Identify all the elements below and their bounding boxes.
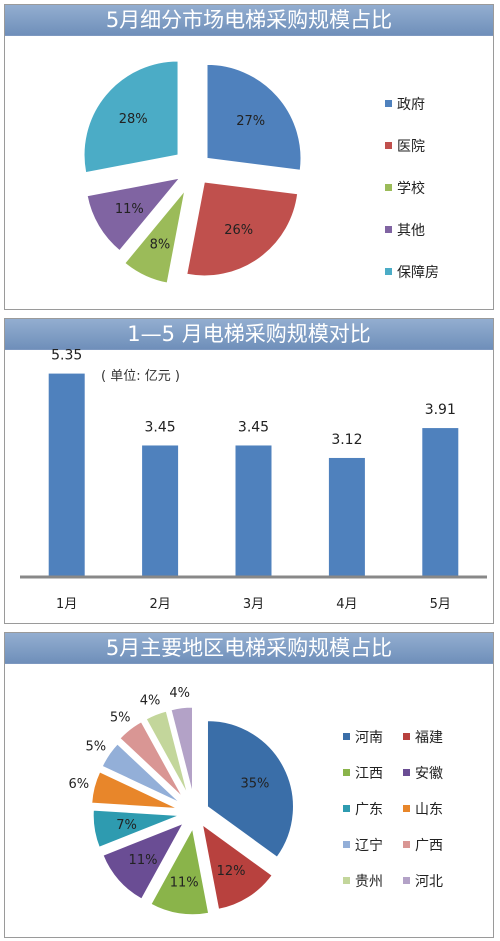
bar-1 [142,445,179,576]
pie2-legend-swatch-0 [343,733,350,740]
pie1-legend-swatch-0 [385,100,392,107]
monthly-compare-panel: 1—5 月电梯采购规模对比 ( 单位: 亿元 ) 5.35 1月 3.45 2月 3.4… [4,318,494,624]
pie1-legend-swatch-3 [385,226,392,233]
region-share-title: 5月主要地区电梯采购规模占比 [5,633,493,664]
pie1-value-label-0: 27% [236,114,265,129]
pie2-legend-label-2: 江西 [355,766,383,782]
pie1-value-label-4: 28% [119,112,148,127]
pie2-slice-8 [145,710,189,795]
pie2-value-label-2: 11% [170,875,199,890]
region-share-panel: 5月主要地区电梯采购规模占比 35% 12% 11% 11% 7% 6% 5% 5% 4% 4% 河… [4,632,494,938]
bar-category-label-2: 3月 [243,597,264,612]
pie2-legend-label-6: 辽宁 [355,837,383,854]
unit-label: ( 单位: 亿元 ) [101,369,180,384]
pie2-legend-swatch-6 [343,841,350,848]
monthly-bar-chart: 5.35 1月 3.45 2月 3.45 3月 3.12 4月 3.91 5月 [20,349,487,612]
pie2-slice-3 [102,822,185,900]
pie2-legend-label-1: 福建 [415,730,443,746]
pie1-slice-1 [186,181,299,277]
pie1-slice-0 [206,63,302,171]
pie2-legend-label-4: 广东 [355,802,383,818]
pie2-slice-6 [101,743,181,804]
pie2-slice-4 [92,809,180,848]
pie1-legend-swatch-4 [385,268,392,275]
pie2-legend-swatch-7 [403,841,410,848]
pie2-legend-swatch-4 [343,805,350,812]
pie1-legend-label-2: 学校 [397,180,425,197]
pie2-legend-swatch-3 [403,769,410,776]
pie2-value-label-4: 7% [116,818,137,833]
pie2-legend-swatch-2 [343,769,350,776]
pie2-value-label-0: 35% [241,776,270,791]
pie1-legend-swatch-1 [385,142,392,149]
pie1-legend-label-0: 政府 [397,97,425,113]
pie2-value-label-7: 5% [110,711,131,726]
pie1-slice-2 [124,190,186,284]
bar-3 [328,457,365,576]
pie2-slice-0 [206,720,294,858]
pie2-value-label-5: 6% [68,777,89,792]
pie1-value-label-3: 11% [115,202,144,217]
monthly-compare-title: 1—5 月电梯采购规模对比 [5,319,493,350]
pie1-value-label-1: 26% [224,223,253,238]
pie1-legend-label-4: 保障房 [397,265,439,281]
bar-value-label-2: 3.45 [238,419,269,435]
bar-value-label-3: 3.12 [331,432,362,448]
bar-category-label-3: 4月 [336,597,357,612]
pie2-slice-2 [150,827,210,916]
segment-share-panel: 5月细分市场电梯采购规模占比 27% 26% 8% 11% 28% 政府医院学校其他保障房 [4,4,494,310]
bar-4 [422,428,459,576]
bar-value-label-0: 5.35 [51,349,82,364]
bar-0 [48,373,85,576]
pie2-legend-label-9: 河北 [415,874,443,890]
bar-value-label-1: 3.45 [145,419,176,435]
pie2-slice-5 [91,771,178,810]
segment-share-title: 5月细分市场电梯采购规模占比 [5,5,493,36]
pie2-legend-swatch-5 [403,805,410,812]
pie2-slice-1 [201,823,273,910]
pie1-slice-3 [86,177,181,252]
pie2-value-label-9: 4% [169,686,190,701]
bar-value-label-4: 3.91 [425,402,456,418]
bar-category-label-0: 1月 [56,597,77,612]
pie2-value-label-1: 12% [217,864,246,879]
pie2-value-label-3: 11% [129,853,158,868]
pie2-slice-7 [119,721,184,798]
pie2-legend-swatch-9 [403,877,410,884]
pie2-legend-label-3: 安徽 [415,766,443,782]
bar-category-label-4: 5月 [430,597,451,612]
bar-2 [235,445,272,576]
pie1-value-label-2: 8% [150,237,171,252]
pie1-legend-label-1: 医院 [397,139,425,155]
pie2-slice-9 [170,706,193,794]
pie1-legend-label-3: 其他 [397,223,425,239]
pie2-legend-swatch-1 [403,733,410,740]
pie2-value-label-8: 4% [140,694,161,709]
pie2-legend-label-8: 贵州 [355,874,383,890]
pie1-slice-4 [83,60,179,174]
pie1-legend-swatch-2 [385,184,392,191]
pie2-legend-swatch-8 [343,877,350,884]
pie2-value-label-6: 5% [85,740,106,755]
pie2-legend-label-5: 山东 [415,802,443,818]
bar-category-label-1: 2月 [149,597,170,612]
pie2-legend-label-0: 河南 [355,730,383,746]
pie2-legend-label-7: 广西 [415,838,443,854]
